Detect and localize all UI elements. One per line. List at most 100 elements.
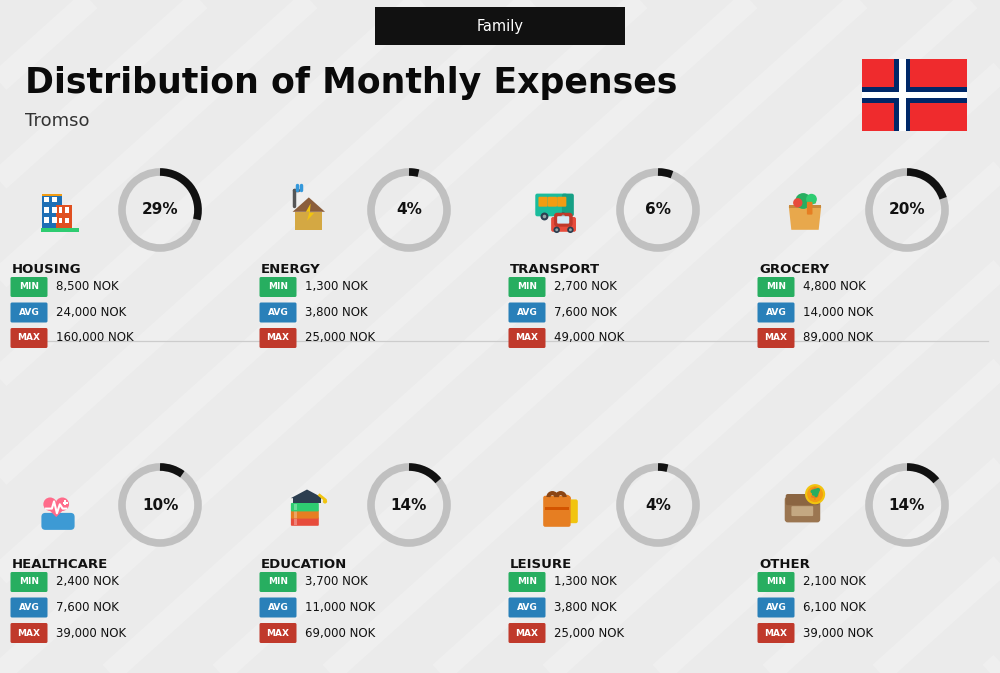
FancyBboxPatch shape — [10, 277, 48, 297]
Text: MIN: MIN — [19, 283, 39, 291]
FancyBboxPatch shape — [10, 572, 48, 592]
Text: TRANSPORT: TRANSPORT — [510, 263, 600, 276]
Text: 3,800 NOK: 3,800 NOK — [305, 306, 368, 319]
Text: LEISURE: LEISURE — [510, 558, 572, 571]
Text: AVG: AVG — [517, 603, 537, 612]
FancyBboxPatch shape — [807, 202, 812, 215]
FancyBboxPatch shape — [758, 572, 794, 592]
FancyBboxPatch shape — [862, 87, 967, 103]
FancyBboxPatch shape — [557, 216, 569, 223]
FancyBboxPatch shape — [509, 598, 546, 618]
Circle shape — [56, 497, 69, 511]
Polygon shape — [306, 203, 314, 221]
FancyBboxPatch shape — [52, 217, 57, 223]
FancyBboxPatch shape — [41, 513, 75, 530]
Text: MIN: MIN — [517, 577, 537, 586]
FancyBboxPatch shape — [65, 217, 69, 223]
Circle shape — [807, 487, 823, 502]
Circle shape — [543, 215, 546, 218]
FancyBboxPatch shape — [785, 497, 820, 522]
FancyBboxPatch shape — [558, 499, 578, 523]
Text: AVG: AVG — [19, 308, 39, 317]
Text: 6,100 NOK: 6,100 NOK — [803, 601, 866, 614]
Circle shape — [793, 198, 802, 207]
FancyBboxPatch shape — [758, 277, 794, 297]
FancyBboxPatch shape — [44, 217, 49, 223]
Text: 6%: 6% — [645, 203, 671, 217]
Text: 20%: 20% — [889, 203, 925, 217]
FancyBboxPatch shape — [260, 302, 296, 322]
FancyBboxPatch shape — [59, 207, 62, 213]
Text: $: $ — [810, 487, 820, 501]
Text: 69,000 NOK: 69,000 NOK — [305, 627, 375, 639]
FancyBboxPatch shape — [554, 213, 573, 227]
FancyBboxPatch shape — [44, 197, 49, 203]
FancyBboxPatch shape — [10, 598, 48, 618]
Text: MAX: MAX — [266, 334, 290, 343]
Text: 39,000 NOK: 39,000 NOK — [56, 627, 126, 639]
Text: MAX: MAX — [18, 629, 40, 637]
Text: 2,100 NOK: 2,100 NOK — [803, 575, 866, 588]
Text: 4,800 NOK: 4,800 NOK — [803, 281, 866, 293]
Polygon shape — [293, 197, 325, 212]
Text: AVG: AVG — [766, 308, 786, 317]
Circle shape — [43, 497, 57, 511]
FancyBboxPatch shape — [293, 498, 321, 503]
FancyBboxPatch shape — [758, 328, 794, 348]
Text: ENERGY: ENERGY — [261, 263, 321, 276]
FancyBboxPatch shape — [56, 205, 72, 229]
FancyBboxPatch shape — [509, 572, 546, 592]
FancyBboxPatch shape — [10, 302, 48, 322]
FancyBboxPatch shape — [291, 518, 319, 526]
FancyBboxPatch shape — [294, 504, 297, 510]
Text: 24,000 NOK: 24,000 NOK — [56, 306, 126, 319]
Text: 3,700 NOK: 3,700 NOK — [305, 575, 368, 588]
FancyBboxPatch shape — [291, 510, 319, 519]
Text: 29%: 29% — [142, 203, 178, 217]
Text: 160,000 NOK: 160,000 NOK — [56, 332, 134, 345]
Text: 1,300 NOK: 1,300 NOK — [305, 281, 368, 293]
Circle shape — [553, 227, 560, 233]
FancyBboxPatch shape — [548, 197, 557, 207]
Circle shape — [805, 484, 825, 504]
FancyBboxPatch shape — [894, 59, 910, 131]
Text: MAX: MAX — [516, 629, 538, 637]
FancyBboxPatch shape — [535, 194, 567, 216]
Text: AVG: AVG — [268, 603, 288, 612]
Text: 25,000 NOK: 25,000 NOK — [554, 627, 624, 639]
FancyBboxPatch shape — [64, 500, 66, 505]
FancyBboxPatch shape — [291, 503, 319, 511]
FancyBboxPatch shape — [543, 496, 571, 527]
Text: 2,400 NOK: 2,400 NOK — [56, 575, 119, 588]
FancyBboxPatch shape — [538, 197, 548, 207]
FancyBboxPatch shape — [758, 623, 794, 643]
Text: 2,700 NOK: 2,700 NOK — [554, 281, 617, 293]
FancyBboxPatch shape — [791, 506, 813, 516]
Text: MAX: MAX — [266, 629, 290, 637]
Polygon shape — [44, 505, 68, 517]
FancyBboxPatch shape — [260, 572, 296, 592]
Text: 14%: 14% — [391, 497, 427, 513]
FancyBboxPatch shape — [509, 623, 546, 643]
FancyBboxPatch shape — [65, 207, 69, 213]
FancyBboxPatch shape — [63, 502, 68, 503]
Text: MIN: MIN — [766, 283, 786, 291]
Text: AVG: AVG — [766, 603, 786, 612]
FancyBboxPatch shape — [862, 59, 967, 131]
FancyBboxPatch shape — [260, 277, 296, 297]
FancyBboxPatch shape — [10, 328, 48, 348]
Text: HEALTHCARE: HEALTHCARE — [12, 558, 108, 571]
Text: Tromso: Tromso — [25, 112, 90, 130]
Text: EDUCATION: EDUCATION — [261, 558, 347, 571]
Text: AVG: AVG — [517, 308, 537, 317]
Text: MAX: MAX — [765, 334, 788, 343]
Text: 89,000 NOK: 89,000 NOK — [803, 332, 873, 345]
Text: MAX: MAX — [765, 629, 788, 637]
Text: 14%: 14% — [889, 497, 925, 513]
Text: 10%: 10% — [142, 497, 178, 513]
FancyBboxPatch shape — [52, 197, 57, 203]
Text: Distribution of Monthly Expenses: Distribution of Monthly Expenses — [25, 66, 677, 100]
Text: 3,800 NOK: 3,800 NOK — [554, 601, 617, 614]
FancyBboxPatch shape — [758, 302, 794, 322]
Text: Family: Family — [477, 18, 524, 34]
